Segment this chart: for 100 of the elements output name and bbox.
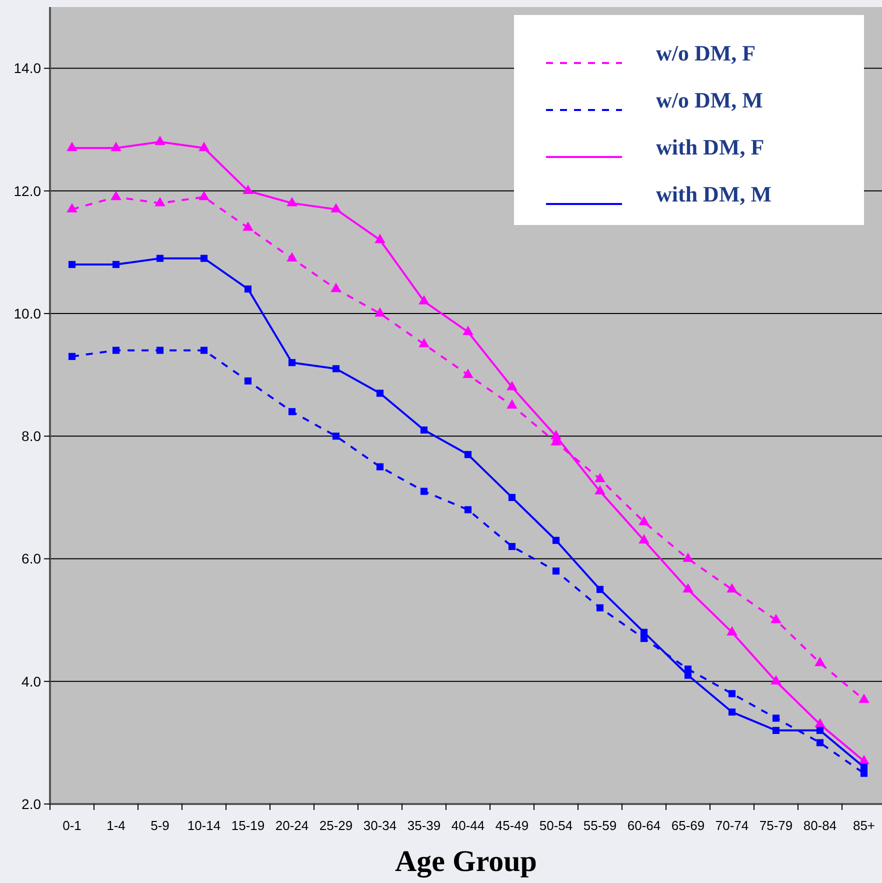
x-axis-title: Age Group (395, 845, 537, 878)
point (816, 739, 824, 746)
point (726, 583, 738, 593)
point (462, 326, 474, 336)
point (506, 380, 518, 390)
point (156, 346, 164, 354)
point (682, 552, 694, 562)
point (420, 426, 428, 434)
point (110, 142, 122, 152)
x-tick-label: 25-29 (319, 818, 353, 833)
point (594, 485, 606, 494)
point (200, 254, 208, 262)
point (68, 260, 76, 268)
y-tick-label: 6.0 (22, 550, 42, 567)
y-tick-label: 4.0 (22, 673, 42, 690)
point (462, 368, 474, 378)
point (550, 430, 562, 440)
y-tick-label: 14.0 (14, 60, 42, 76)
point (508, 542, 516, 550)
y-tick-label: 8.0 (22, 428, 42, 444)
x-tick-label: 30-34 (363, 818, 397, 833)
x-tick-label: 75-79 (759, 818, 793, 833)
point (770, 675, 782, 684)
point (288, 408, 296, 416)
y-tick-label: 10.0 (14, 305, 42, 322)
point (816, 726, 824, 734)
point (772, 714, 780, 722)
point (332, 365, 340, 372)
point (330, 203, 342, 212)
point (860, 764, 868, 771)
point (68, 352, 76, 360)
point (594, 472, 606, 482)
point (244, 285, 252, 293)
x-tick-label: 50-54 (539, 818, 573, 833)
legend-label: w/o DM, M (656, 88, 764, 113)
point (728, 708, 736, 716)
point (638, 516, 650, 526)
point (814, 656, 826, 666)
point (640, 628, 648, 636)
point (112, 346, 120, 354)
point (288, 359, 296, 366)
x-tick-label: 45-49 (495, 818, 529, 833)
point (464, 451, 472, 458)
point (596, 586, 604, 593)
point (596, 604, 604, 612)
point (418, 338, 430, 348)
point (814, 718, 826, 728)
x-tick-label: 80-84 (803, 818, 837, 833)
point (66, 203, 78, 212)
point (858, 694, 870, 703)
point (112, 260, 120, 268)
point (682, 583, 694, 593)
point (198, 142, 210, 152)
point (638, 534, 650, 544)
point (728, 690, 736, 698)
x-tick-label: 10-14 (187, 818, 221, 833)
point (464, 506, 472, 514)
point (286, 252, 298, 262)
legend-label: w/o DM, F (656, 40, 756, 66)
point (420, 488, 428, 495)
legend-label: with DM, M (656, 182, 772, 207)
point (156, 254, 164, 262)
point (726, 626, 738, 636)
point (332, 432, 340, 440)
x-tick-label: 0-1 (62, 818, 82, 833)
x-tick-label: 55-59 (583, 818, 617, 833)
point (66, 142, 78, 152)
x-tick-label: 85+ (852, 818, 876, 833)
x-tick-label: 35-39 (407, 818, 441, 833)
x-tick-label: 5-9 (150, 818, 170, 833)
point (110, 190, 122, 200)
y-tick-label: 12.0 (14, 182, 42, 199)
point (374, 307, 386, 317)
x-tick-label: 70-74 (715, 818, 749, 833)
x-tick-label: 65-69 (671, 818, 705, 833)
point (242, 184, 254, 194)
point (200, 346, 208, 354)
point (154, 196, 166, 206)
point (376, 463, 384, 470)
x-tick-label: 60-64 (627, 818, 661, 833)
point (374, 234, 386, 244)
point (770, 614, 782, 624)
y-tick-label: 2.0 (22, 796, 42, 812)
point (244, 377, 252, 385)
point (154, 136, 166, 145)
point (506, 399, 518, 409)
point (552, 567, 560, 575)
point (684, 672, 692, 679)
x-tick-label: 15-19 (231, 818, 265, 833)
point (552, 536, 560, 544)
point (330, 282, 342, 292)
point (418, 295, 430, 304)
point (508, 494, 516, 501)
point (286, 196, 298, 206)
x-tick-label: 20-24 (275, 818, 309, 833)
legend-label: with DM, F (656, 134, 764, 160)
x-tick-label: 40-44 (451, 818, 485, 833)
point (198, 190, 210, 200)
point (772, 726, 780, 734)
point (376, 390, 384, 397)
